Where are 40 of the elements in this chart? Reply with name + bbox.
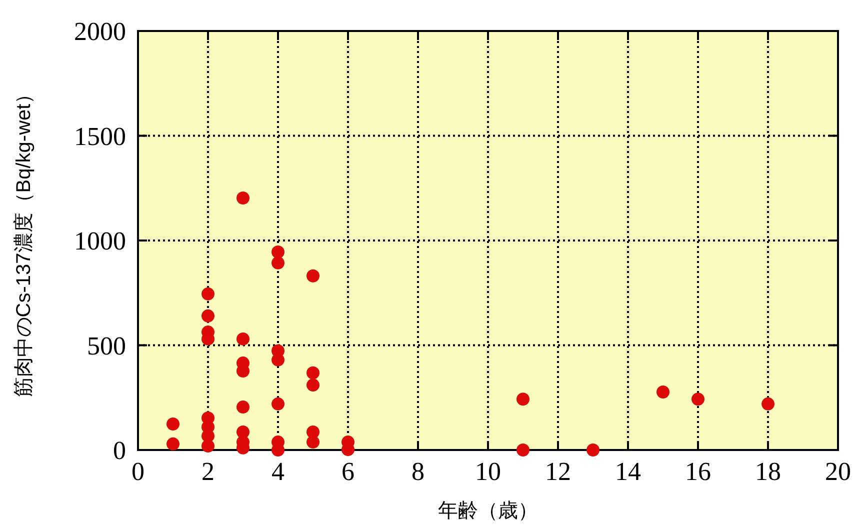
x-tick-label: 8 [412, 457, 424, 486]
point [586, 444, 600, 456]
point [692, 392, 704, 406]
x-tick-label: 0 [132, 457, 144, 486]
point [656, 385, 670, 398]
point [202, 287, 214, 300]
point [306, 378, 320, 392]
x-axis-title: 年齢（歳） [438, 500, 538, 522]
point [236, 400, 250, 414]
y-tick-label: 0 [113, 436, 126, 465]
point [166, 418, 180, 431]
point [306, 436, 320, 449]
y-tick-label: 1500 [74, 122, 126, 151]
point [516, 444, 530, 456]
y-tick-label: 500 [87, 331, 126, 360]
point [306, 269, 320, 282]
x-tick-label: 20 [825, 457, 851, 486]
point [762, 397, 774, 410]
y-axis-title: 筋肉中のCs-137濃度（Bq/kg-wet） [13, 84, 35, 398]
point [272, 246, 284, 259]
x-tick-label: 18 [755, 457, 781, 486]
x-tick-label: 6 [342, 457, 354, 486]
x-tick-label: 14 [615, 457, 641, 486]
point [202, 440, 214, 453]
x-tick-label: 16 [685, 457, 711, 486]
point [272, 256, 284, 270]
point [166, 437, 180, 450]
point [272, 353, 284, 366]
x-tick-label: 2 [202, 457, 214, 486]
x-tick-label: 12 [545, 457, 571, 486]
point [272, 397, 284, 410]
point [202, 309, 214, 322]
y-tick-label: 1000 [74, 226, 126, 256]
x-tick-label: 4 [272, 457, 284, 486]
y-tick-label: 2000 [74, 17, 126, 46]
x-tick-label: 10 [475, 457, 501, 486]
point [306, 366, 320, 380]
point [236, 191, 250, 204]
point [236, 332, 250, 346]
point [516, 392, 530, 406]
